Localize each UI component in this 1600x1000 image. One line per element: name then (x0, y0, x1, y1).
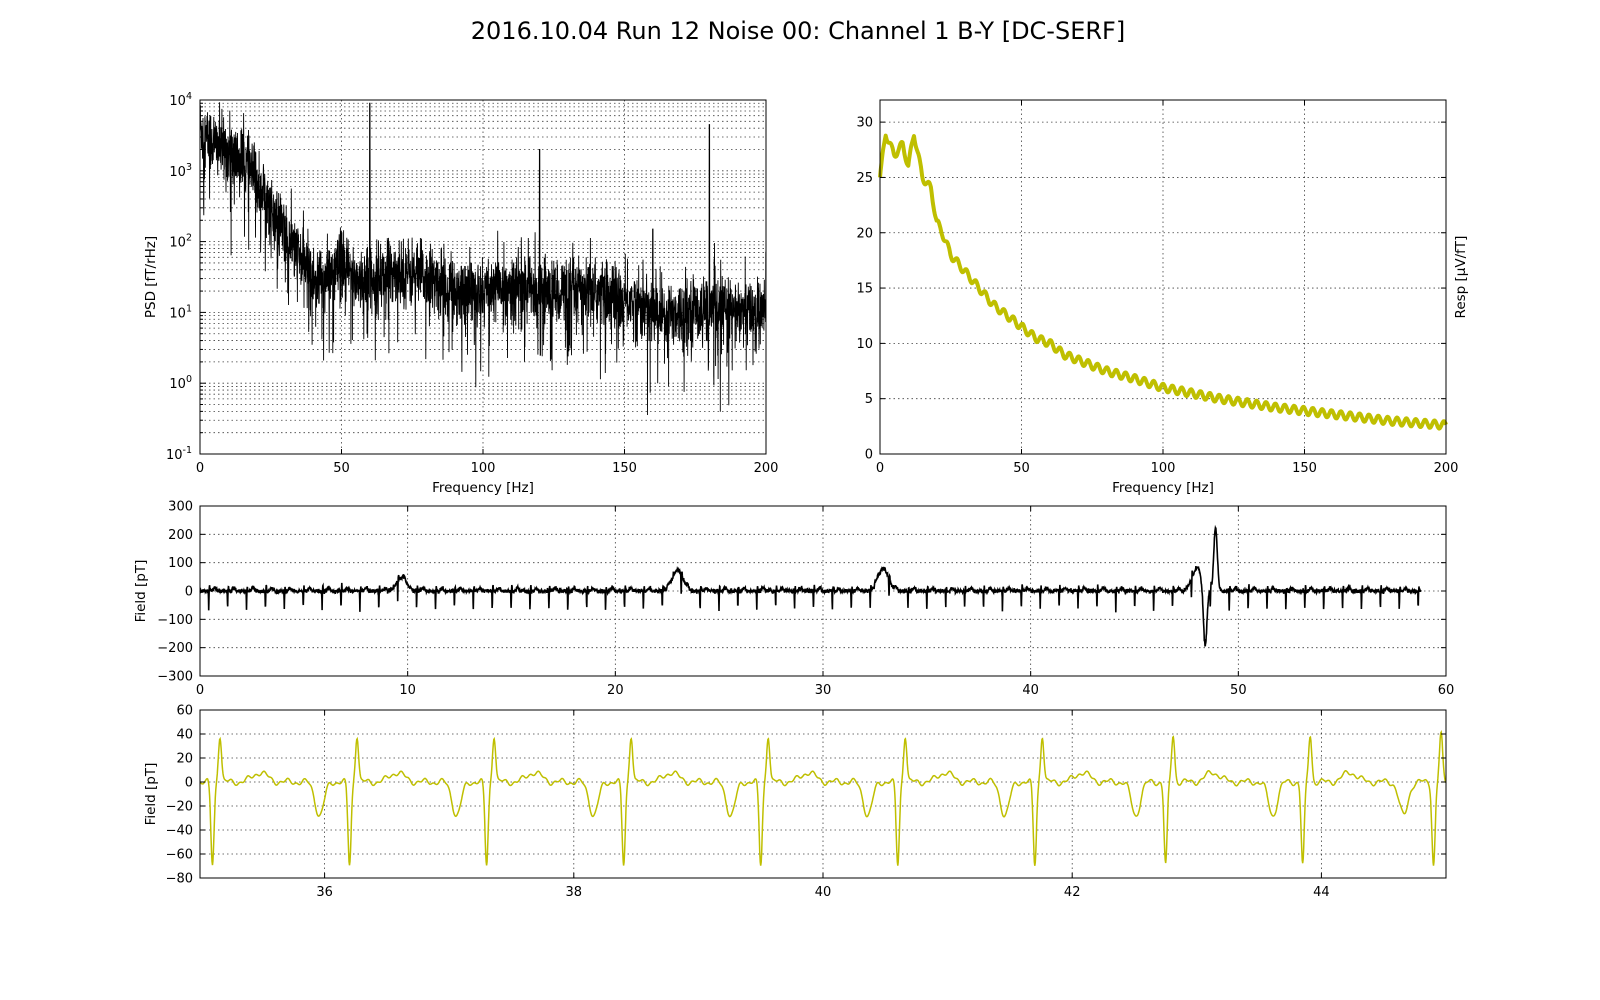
field-full-xtick-label-5: 50 (1230, 683, 1247, 698)
field-full-ytick-label-5: 200 (168, 528, 193, 543)
psd-xtick-label-1: 50 (333, 461, 350, 476)
field-zoom-ytick-label-1: −60 (166, 848, 193, 863)
response-series-line (878, 133, 1448, 431)
field-full-series-line (199, 524, 1422, 647)
field-full-panel: 0 10 20 30 40 50 60 −300 −200 −100 0 100 200 300 Fiel… (133, 500, 1454, 699)
psd-xtick-label-0: 0 (196, 461, 204, 476)
response-ytick-label-2: 10 (856, 337, 873, 352)
field-zoom-ylabel: Field [pT] (143, 763, 159, 826)
field-zoom-series-line (199, 729, 1447, 866)
field-zoom-xtick-label-0: 36 (316, 885, 333, 900)
psd-ytick-label-2: 101 (169, 303, 192, 321)
response-ytick-label-0: 0 (865, 448, 873, 463)
response-xtick-label-3: 150 (1292, 461, 1317, 476)
psd-ylabel: PSD [fT/rHz] (143, 236, 159, 318)
psd-xtick-label-2: 100 (471, 461, 496, 476)
field-full-trace (199, 524, 1422, 647)
psd-ytick-label-4: 103 (169, 162, 192, 180)
response-ylabel: Resp [μV/fT] (1453, 236, 1469, 319)
psd-ytick-label-1: 100 (169, 374, 192, 392)
figure-title: 2016.10.04 Run 12 Noise 00: Channel 1 B-… (471, 17, 1125, 45)
field-zoom-xtick-label-3: 42 (1064, 885, 1081, 900)
field-full-xtick-label-2: 20 (607, 683, 624, 698)
field-zoom-ytick-label-0: −80 (166, 872, 193, 887)
response-ytick-label-5: 25 (856, 171, 873, 186)
field-full-xtick-label-6: 60 (1438, 683, 1455, 698)
psd-xtick-label-3: 150 (612, 461, 637, 476)
field-full-ytick-label-1: −200 (157, 641, 193, 656)
response-ticks: 0 50 100 150 200 0 5 10 15 20 25 30 (856, 100, 1458, 476)
field-zoom-ytick-label-3: −20 (166, 800, 193, 815)
psd-panel: 0 50 100 150 200 10-1 100 101 102 103 104 Frequenc… (143, 91, 778, 496)
field-zoom-axes-frame (199, 709, 1447, 879)
field-zoom-trace (199, 729, 1447, 866)
response-ytick-label-1: 5 (865, 392, 873, 407)
field-full-ytick-label-0: −300 (157, 670, 193, 685)
psd-trace (199, 102, 767, 416)
psd-ytick-label-0: 10-1 (166, 445, 192, 463)
field-full-ticks: 0 10 20 30 40 50 60 −300 −200 −100 0 100 200 300 (157, 500, 1454, 699)
field-zoom-ytick-label-5: 20 (176, 752, 193, 767)
field-full-xtick-label-4: 40 (1022, 683, 1039, 698)
response-trace (878, 133, 1448, 431)
field-zoom-panel: 36 38 40 42 44 −80 −60 −40 −20 0 20 40 60 Field [pT] (143, 704, 1447, 900)
psd-xlabel: Frequency [Hz] (432, 480, 534, 496)
field-zoom-ticks: 36 38 40 42 44 −80 −60 −40 −20 0 20 40 60 (166, 704, 1446, 900)
psd-series-line (199, 102, 767, 416)
field-zoom-ytick-label-6: 40 (176, 728, 193, 743)
response-xtick-label-1: 50 (1013, 461, 1030, 476)
field-full-ytick-label-4: 100 (168, 556, 193, 571)
field-full-ytick-label-2: −100 (157, 613, 193, 628)
psd-ytick-label-5: 104 (169, 91, 192, 109)
field-zoom-xtick-label-4: 44 (1313, 885, 1330, 900)
response-ytick-label-4: 20 (856, 226, 873, 241)
response-xlabel: Frequency [Hz] (1112, 480, 1214, 496)
response-xtick-label-0: 0 (876, 461, 884, 476)
response-grid (879, 100, 1447, 455)
field-zoom-xtick-label-1: 38 (566, 885, 583, 900)
field-full-ytick-label-6: 300 (168, 500, 193, 515)
field-full-xtick-label-3: 30 (815, 683, 832, 698)
psd-xtick-label-4: 200 (754, 461, 779, 476)
psd-ticks: 0 50 100 150 200 10-1 100 101 102 103 104 (166, 91, 778, 476)
field-zoom-grid (200, 709, 1446, 879)
psd-ytick-label-3: 102 (169, 233, 192, 251)
field-full-xtick-label-0: 0 (196, 683, 204, 698)
field-zoom-ytick-label-7: 60 (176, 704, 193, 719)
field-full-ytick-label-3: 0 (185, 585, 193, 600)
field-full-xtick-label-1: 10 (399, 683, 416, 698)
response-ytick-label-6: 30 (856, 116, 873, 131)
response-xtick-label-2: 100 (1151, 461, 1176, 476)
field-zoom-ytick-label-4: 0 (185, 776, 193, 791)
field-full-ylabel: Field [pT] (133, 560, 149, 623)
field-zoom-ytick-label-2: −40 (166, 824, 193, 839)
response-xtick-label-4: 200 (1434, 461, 1459, 476)
field-zoom-xtick-label-2: 40 (815, 885, 832, 900)
response-ytick-label-3: 15 (856, 282, 873, 297)
